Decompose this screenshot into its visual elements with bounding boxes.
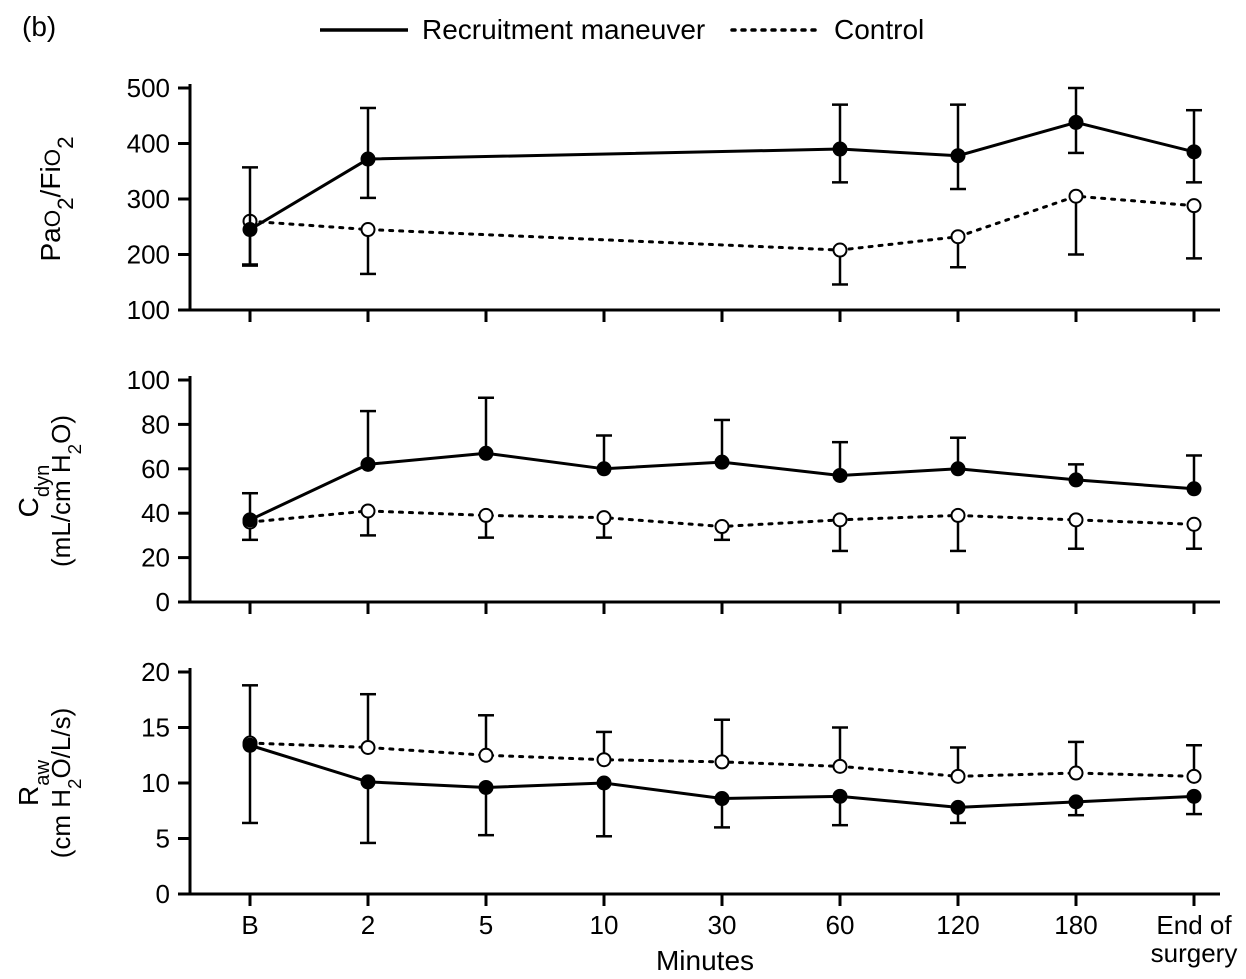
svg-text:60: 60 [141,454,170,484]
svg-text:20: 20 [141,657,170,687]
svg-text:End of: End of [1156,910,1232,940]
svg-text:5: 5 [156,824,170,854]
svg-text:60: 60 [826,910,855,940]
svg-text:Minutes: Minutes [656,945,754,976]
svg-text:200: 200 [127,240,170,270]
svg-text:500: 500 [127,73,170,103]
svg-text:B: B [241,910,258,940]
svg-text:400: 400 [127,129,170,159]
svg-text:30: 30 [708,910,737,940]
svg-text:Control: Control [834,14,924,45]
svg-text:10: 10 [141,768,170,798]
svg-text:0: 0 [156,587,170,617]
svg-text:10: 10 [590,910,619,940]
figure-svg: (b)Recruitment maneuverControl1002003004… [0,0,1246,979]
svg-text:180: 180 [1054,910,1097,940]
svg-text:100: 100 [127,295,170,325]
svg-text:0: 0 [156,879,170,909]
svg-text:surgery: surgery [1151,938,1238,968]
svg-text:40: 40 [141,498,170,528]
svg-text:120: 120 [936,910,979,940]
svg-text:(b): (b) [22,11,56,42]
svg-text:15: 15 [141,713,170,743]
svg-text:2: 2 [361,910,375,940]
svg-text:20: 20 [141,543,170,573]
svg-text:300: 300 [127,184,170,214]
svg-text:100: 100 [127,365,170,395]
svg-text:80: 80 [141,409,170,439]
svg-text:Recruitment maneuver: Recruitment maneuver [422,14,705,45]
svg-text:5: 5 [479,910,493,940]
